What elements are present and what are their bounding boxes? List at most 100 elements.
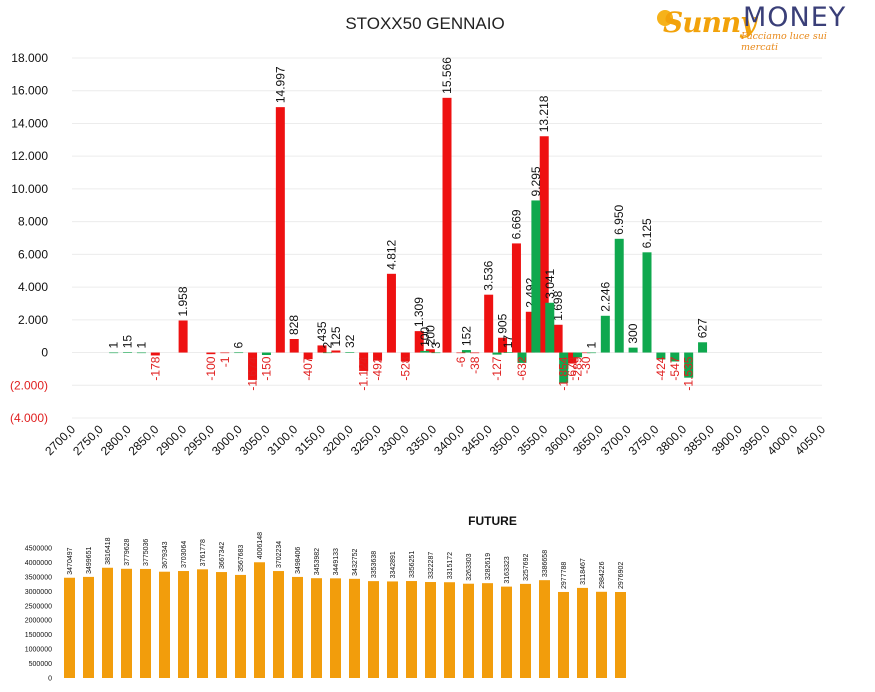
bar — [470, 352, 480, 354]
future-bar — [330, 578, 341, 678]
future-bar — [83, 576, 94, 678]
bar — [150, 352, 160, 356]
future-bar — [178, 571, 189, 678]
future-bar — [425, 582, 436, 678]
data-label: 1.309 — [412, 297, 426, 327]
data-label: 905 — [496, 313, 510, 333]
x-tick-label: 4050,0 — [792, 422, 828, 458]
future-data-label: 3667342 — [219, 542, 226, 569]
y-tick-label: 10.000 — [11, 182, 48, 196]
data-label: 1 — [584, 342, 598, 349]
bar — [698, 342, 708, 353]
data-label: 2.246 — [598, 281, 612, 311]
y-tick-label: 2.000 — [18, 313, 48, 327]
logo-sunny-text: Sunny — [663, 6, 757, 39]
bar — [628, 347, 638, 353]
y-tick-label: 14.000 — [11, 116, 48, 130]
bar — [303, 352, 313, 360]
future-bar — [311, 578, 322, 678]
x-tick-label: 3350,0 — [403, 422, 439, 458]
future-data-label: 3353638 — [371, 551, 378, 578]
future-chart-title: FUTURE — [468, 514, 517, 528]
data-label: 15 — [121, 335, 135, 349]
bar — [573, 352, 583, 358]
bar — [511, 243, 521, 353]
future-y-tick-label: 500000 — [29, 661, 52, 668]
bar — [545, 302, 555, 353]
y-tick-label: 16.000 — [11, 84, 48, 98]
sun-icon — [657, 10, 673, 26]
data-label: 17 — [501, 335, 515, 349]
future-data-label: 3257692 — [523, 554, 530, 581]
data-label: -150 — [259, 356, 273, 380]
data-label: 300 — [626, 323, 640, 343]
x-tick-label: 4000,0 — [764, 422, 800, 458]
bar — [275, 107, 285, 353]
data-label: 627 — [696, 318, 710, 338]
y-tick-label: 12.000 — [11, 149, 48, 163]
future-bar — [216, 572, 227, 678]
x-tick-label: 3250,0 — [348, 422, 384, 458]
data-label: -100 — [204, 356, 218, 380]
future-data-label: 3449133 — [333, 548, 340, 575]
future-y-tick-label: 2000000 — [25, 618, 52, 625]
data-label: -547 — [668, 356, 682, 380]
data-label: 6 — [232, 341, 246, 348]
future-y-tick-label: 2500000 — [25, 603, 52, 610]
future-bar — [197, 569, 208, 678]
bar — [220, 352, 230, 354]
data-label: 32 — [343, 334, 357, 348]
x-tick-label: 3600,0 — [542, 422, 578, 458]
future-data-label: 3453982 — [314, 548, 321, 575]
data-label: 100 — [418, 327, 432, 347]
data-label: 828 — [287, 315, 301, 335]
data-label: 3.536 — [482, 260, 496, 290]
data-label: 4.812 — [384, 239, 398, 269]
future-bar — [140, 568, 151, 678]
chart-title: STOXX50 GENNAIO — [345, 14, 505, 33]
bar — [600, 315, 610, 353]
x-tick-label: 3500,0 — [487, 422, 523, 458]
data-label: 6.669 — [509, 209, 523, 239]
y-tick-label: 4.000 — [18, 280, 48, 294]
future-bar — [254, 562, 265, 678]
future-bar — [615, 592, 626, 678]
logo-tagline: Facciamo luce sui mercati — [741, 31, 827, 53]
future-data-label: 3470497 — [67, 547, 74, 574]
bar — [442, 97, 452, 353]
bar — [425, 349, 435, 353]
bar — [503, 352, 513, 353]
future-data-label: 3567683 — [238, 545, 245, 572]
future-data-label: 3761778 — [200, 539, 207, 566]
bar — [206, 352, 216, 355]
data-label: -38 — [468, 356, 482, 374]
bar — [539, 136, 549, 353]
data-label: 1.958 — [176, 286, 190, 316]
future-bar — [539, 580, 550, 678]
data-label: 3.041 — [543, 268, 557, 298]
data-label: -30 — [579, 356, 593, 374]
x-tick-label: 3400,0 — [431, 422, 467, 458]
bar — [484, 294, 494, 353]
future-bar — [235, 574, 246, 678]
bar — [345, 352, 355, 353]
future-data-label: 3498406 — [295, 547, 302, 574]
future-bar — [558, 591, 569, 678]
x-tick-label: 2800,0 — [98, 422, 134, 458]
y-tick-label: 0 — [41, 346, 48, 360]
future-bar — [387, 581, 398, 678]
data-label: 6.125 — [640, 218, 654, 248]
future-data-label: 3816418 — [105, 537, 112, 564]
bar — [414, 331, 424, 353]
data-label: -1.535 — [682, 356, 696, 390]
future-y-tick-label: 0 — [48, 676, 52, 683]
future-data-label: 3315172 — [447, 552, 454, 579]
x-tick-label: 3300,0 — [376, 422, 412, 458]
x-tick-label: 3850,0 — [681, 422, 717, 458]
future-data-label: 3322287 — [428, 552, 435, 579]
data-label: 1 — [134, 342, 148, 349]
y-tick-label: 8.000 — [18, 215, 48, 229]
x-tick-label: 3150,0 — [292, 422, 328, 458]
bar — [456, 352, 466, 354]
data-label: -1.854 — [557, 356, 571, 390]
